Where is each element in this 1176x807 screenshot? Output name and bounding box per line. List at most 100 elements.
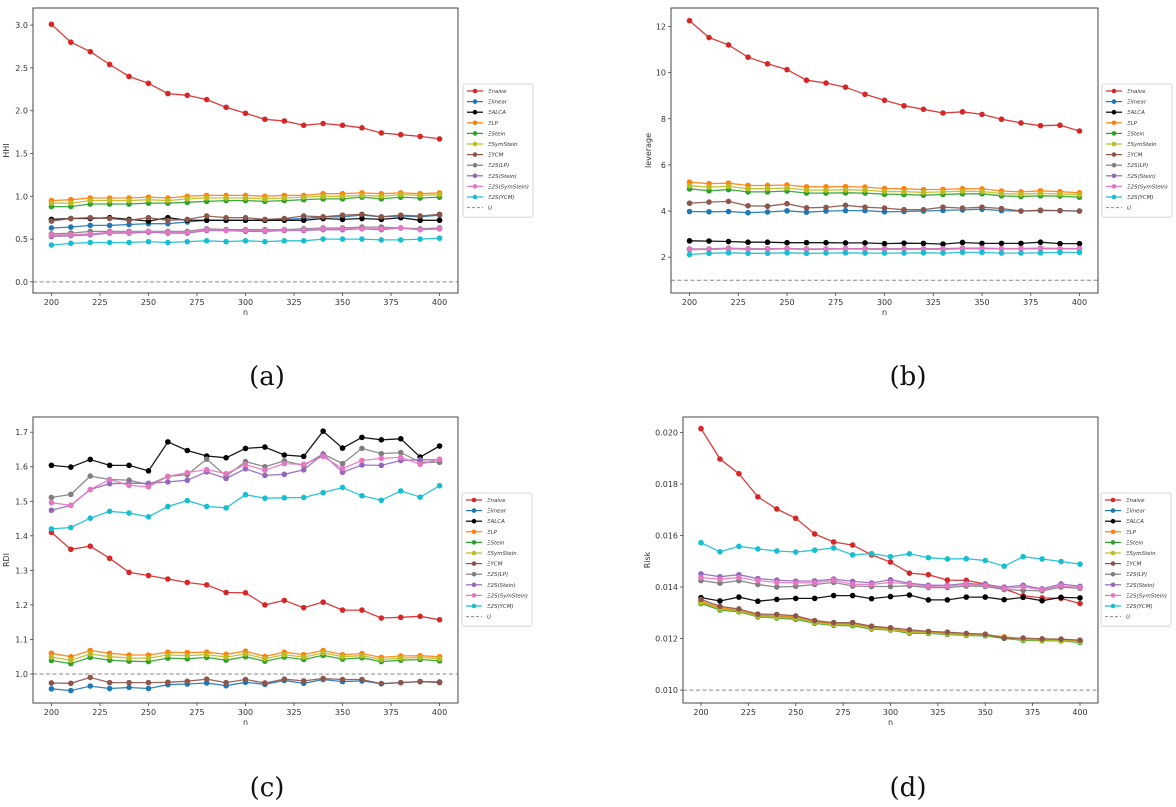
- data-point: [774, 579, 780, 586]
- data-point: [242, 651, 249, 657]
- legend-label: Ξ2S(SymStein): [1126, 593, 1167, 599]
- data-point: [1018, 245, 1024, 252]
- panel-d: 200 225 250 275 300 325 350 375 400 0.010 0.012 0.0…: [643, 416, 1172, 727]
- data-point: [262, 196, 268, 202]
- data-point: [397, 212, 404, 218]
- series--naive: [48, 529, 443, 623]
- data-point: [745, 250, 751, 257]
- data-point: [1001, 596, 1007, 603]
- legend-label: Ξ2S(LP): [488, 163, 509, 169]
- data-point: [1037, 207, 1044, 213]
- data-point: [881, 250, 888, 256]
- data-point: [359, 676, 365, 683]
- legend-entry: Ξ2S(YCM): [1105, 603, 1153, 610]
- y-tick-label: 0.010: [655, 686, 678, 695]
- data-point: [881, 246, 888, 252]
- data-point: [378, 436, 385, 443]
- x-tick-label: 200: [693, 708, 708, 717]
- legend-entry: U: [1106, 206, 1131, 212]
- data-point: [417, 457, 423, 463]
- data-point: [397, 237, 404, 243]
- data-point: [223, 470, 229, 477]
- x-axis-label: n: [888, 718, 893, 727]
- data-point: [925, 583, 932, 590]
- data-point: [849, 592, 856, 599]
- x-axis-label: n: [882, 308, 887, 317]
- x-tick-label: 275: [835, 708, 850, 717]
- data-point: [887, 579, 894, 586]
- data-point: [320, 453, 326, 460]
- data-point: [1037, 122, 1044, 129]
- data-point: [106, 61, 113, 68]
- data-point: [126, 221, 132, 228]
- data-point: [320, 226, 326, 232]
- data-point: [920, 189, 927, 196]
- data-point: [203, 503, 210, 510]
- legend-entry: Ξ2S(SymStein): [1106, 184, 1168, 190]
- legend-marker: [472, 88, 478, 94]
- legend-entry: Ξnaive: [1105, 497, 1145, 504]
- data-point: [1039, 586, 1045, 593]
- data-point: [764, 61, 771, 67]
- data-point: [764, 209, 771, 215]
- x-tick-label: 400: [432, 708, 447, 717]
- data-point: [1077, 584, 1083, 591]
- x-tick-label: 375: [1025, 708, 1040, 717]
- data-point: [339, 460, 346, 467]
- legend-label: Ξ2S(LP): [1127, 163, 1148, 169]
- data-point: [1020, 553, 1026, 560]
- legend-label: ΞSymStein: [1127, 142, 1157, 148]
- data-point: [126, 569, 132, 576]
- data-point: [868, 581, 875, 588]
- data-point: [145, 468, 152, 474]
- data-point: [823, 204, 829, 211]
- data-point: [359, 457, 365, 464]
- data-point: [223, 505, 229, 511]
- plot-frame: [32, 7, 459, 294]
- data-point: [686, 251, 693, 258]
- data-point: [1057, 207, 1063, 214]
- y-axis-label: leverage: [644, 133, 653, 168]
- data-point: [87, 197, 94, 204]
- data-point: [998, 240, 1005, 247]
- data-point: [436, 217, 443, 224]
- legend-label: Ξlinear: [487, 509, 507, 515]
- data-point: [262, 467, 268, 473]
- data-point: [725, 245, 732, 252]
- data-point: [1076, 192, 1083, 198]
- legend-label: Ξ2S(Stein): [1127, 174, 1156, 180]
- data-point: [223, 475, 229, 482]
- data-point: [944, 629, 951, 635]
- y-tick-label: 1.1: [15, 635, 28, 644]
- data-point: [87, 543, 94, 549]
- y-tick-label: 2.0: [15, 107, 28, 116]
- legend-label: Ξnaive: [1127, 89, 1146, 95]
- data-point: [868, 595, 875, 602]
- data-point: [745, 54, 751, 60]
- data-point: [940, 204, 946, 210]
- data-point: [126, 217, 132, 224]
- data-point: [320, 428, 326, 434]
- data-point: [901, 206, 907, 213]
- data-point: [145, 685, 152, 692]
- data-point: [87, 222, 94, 229]
- data-point: [87, 683, 94, 689]
- data-point: [203, 651, 210, 658]
- data-point: [887, 559, 894, 565]
- data-point: [339, 653, 346, 660]
- legend-marker: [1110, 529, 1116, 535]
- legend-entry: ΞStein: [467, 131, 506, 137]
- data-point: [359, 445, 365, 452]
- data-point: [300, 237, 307, 244]
- legend-entry: U: [1105, 615, 1130, 621]
- data-point: [764, 250, 771, 257]
- data-point: [242, 237, 249, 244]
- data-point: [165, 229, 171, 236]
- y-tick-label: 1.5: [15, 149, 28, 158]
- data-point: [184, 238, 191, 245]
- legend-entry: ΞYCM: [466, 561, 503, 568]
- data-point: [106, 653, 113, 660]
- data-point: [998, 205, 1005, 212]
- data-point: [203, 466, 210, 473]
- legend-label: Ξnaive: [1126, 498, 1145, 504]
